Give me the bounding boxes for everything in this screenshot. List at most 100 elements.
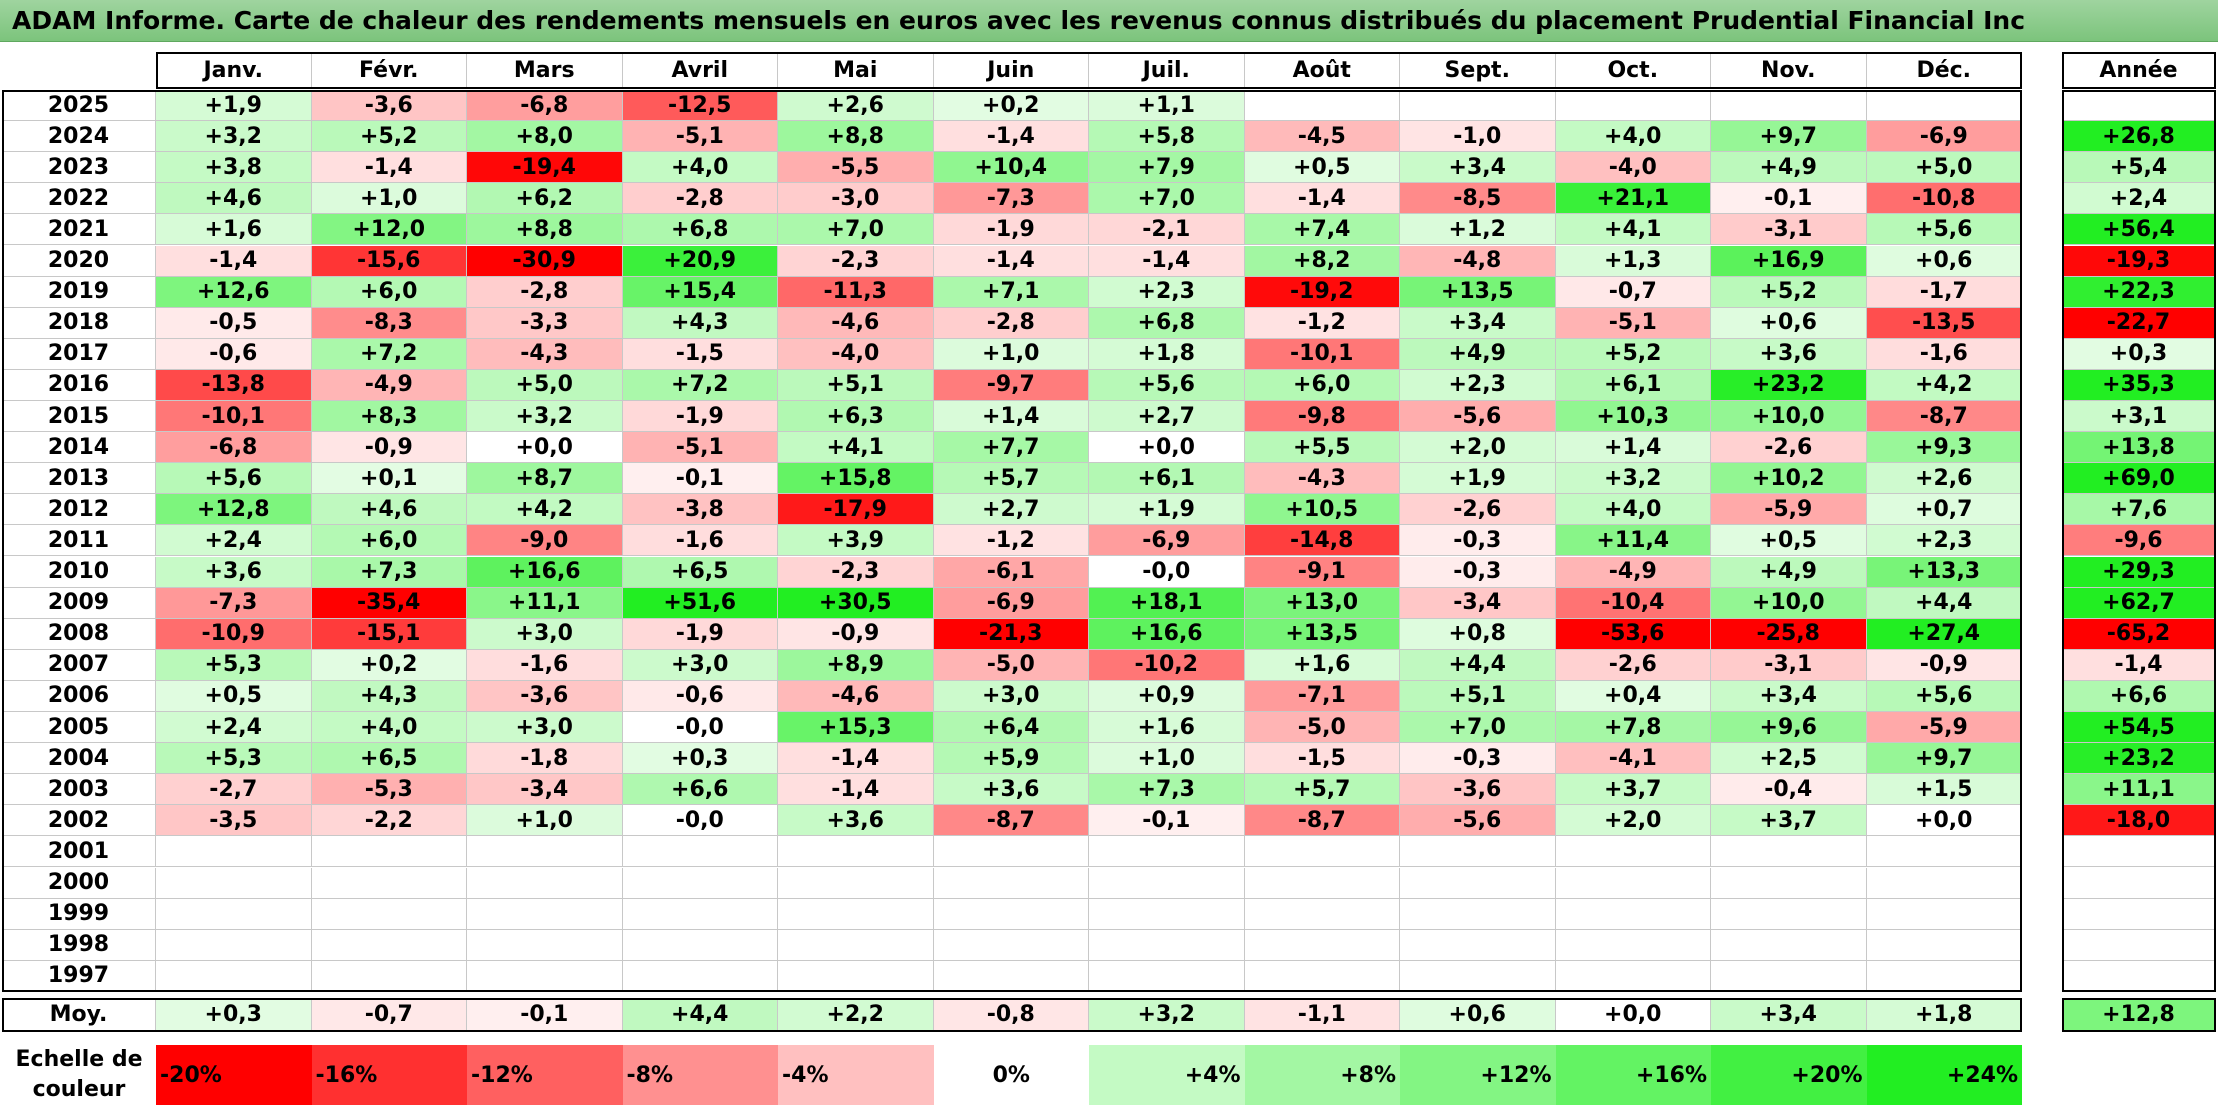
heat-cell: -8,7 bbox=[1866, 401, 2022, 433]
heat-cell: +6,8 bbox=[1089, 307, 1245, 339]
heat-cell: -11,3 bbox=[778, 276, 934, 308]
heat-cell bbox=[1244, 960, 1400, 992]
heat-cell bbox=[311, 960, 467, 992]
heat-cell: +7,4 bbox=[1244, 214, 1400, 246]
average-cell: +0,6 bbox=[1400, 998, 1556, 1032]
year-label: 2019 bbox=[2, 276, 156, 308]
heat-cell bbox=[933, 836, 1089, 868]
annual-cell: -9,6 bbox=[2062, 525, 2216, 557]
heat-cell: +3,0 bbox=[467, 618, 623, 650]
heat-cell: +8,9 bbox=[778, 649, 934, 681]
heat-cell: +6,3 bbox=[778, 401, 934, 433]
heat-cell: -8,7 bbox=[933, 805, 1089, 837]
heat-cell bbox=[622, 929, 778, 961]
heat-cell: -3,6 bbox=[311, 90, 467, 122]
heat-cell: +3,6 bbox=[156, 556, 312, 588]
heat-cell: +6,6 bbox=[622, 774, 778, 806]
heat-cell: +2,7 bbox=[933, 494, 1089, 526]
heat-cell bbox=[467, 898, 623, 930]
heat-cell: +0,3 bbox=[622, 743, 778, 775]
heat-cell: +4,1 bbox=[1555, 214, 1711, 246]
heat-cell: +18,1 bbox=[1089, 587, 1245, 619]
month-header: Déc. bbox=[1866, 52, 2022, 89]
heat-cell: +1,9 bbox=[1400, 463, 1556, 495]
heat-cell: +7,0 bbox=[1400, 712, 1556, 744]
heat-cell: +0,9 bbox=[1089, 680, 1245, 712]
year-label: 2014 bbox=[2, 432, 156, 464]
heat-cell: +0,6 bbox=[1711, 307, 1867, 339]
annual-cell bbox=[2062, 867, 2216, 899]
heat-cell: +5,1 bbox=[1400, 680, 1556, 712]
heat-cell: +9,7 bbox=[1866, 743, 2022, 775]
annual-cell: +22,3 bbox=[2062, 276, 2216, 308]
annual-cell bbox=[2062, 898, 2216, 930]
heat-cell: -4,0 bbox=[1555, 152, 1711, 184]
heat-cell: -1,4 bbox=[1089, 245, 1245, 277]
heat-cell bbox=[467, 836, 623, 868]
heat-cell bbox=[311, 929, 467, 961]
heat-cell: +8,8 bbox=[467, 214, 623, 246]
heat-cell: -17,9 bbox=[778, 494, 934, 526]
heat-cell: +10,3 bbox=[1555, 401, 1711, 433]
year-label: 2015 bbox=[2, 401, 156, 433]
heat-cell: -10,8 bbox=[1866, 183, 2022, 215]
heat-cell: -0,7 bbox=[1555, 276, 1711, 308]
heat-cell: -21,3 bbox=[933, 618, 1089, 650]
heat-cell bbox=[1866, 960, 2022, 992]
year-label: 2021 bbox=[2, 214, 156, 246]
heat-cell: +16,9 bbox=[1711, 245, 1867, 277]
heat-cell bbox=[311, 836, 467, 868]
heat-cell: -0,6 bbox=[156, 338, 312, 370]
heat-cell: +2,3 bbox=[1400, 369, 1556, 401]
heat-cell: -0,3 bbox=[1400, 556, 1556, 588]
heat-cell: -1,6 bbox=[1866, 338, 2022, 370]
annual-cell: +56,4 bbox=[2062, 214, 2216, 246]
heat-cell: -1,2 bbox=[1244, 307, 1400, 339]
heat-cell: -2,2 bbox=[311, 805, 467, 837]
heat-cell bbox=[1866, 929, 2022, 961]
heat-cell bbox=[1866, 836, 2022, 868]
color-scale-swatch: -8% bbox=[622, 1045, 778, 1105]
heat-cell: -10,1 bbox=[156, 401, 312, 433]
year-label: 2008 bbox=[2, 618, 156, 650]
heat-cell: +3,0 bbox=[622, 649, 778, 681]
annual-cell: +62,7 bbox=[2062, 587, 2216, 619]
year-label: 2002 bbox=[2, 805, 156, 837]
heat-cell: +1,0 bbox=[467, 805, 623, 837]
year-label: 2013 bbox=[2, 463, 156, 495]
heat-cell: -13,5 bbox=[1866, 307, 2022, 339]
year-label: 2003 bbox=[2, 774, 156, 806]
heat-cell: +2,6 bbox=[778, 90, 934, 122]
heat-cell bbox=[778, 929, 934, 961]
heat-cell: +5,5 bbox=[1244, 432, 1400, 464]
year-label: 2016 bbox=[2, 369, 156, 401]
heat-cell bbox=[1089, 960, 1245, 992]
heat-cell: +1,9 bbox=[156, 90, 312, 122]
heat-cell: +8,8 bbox=[778, 121, 934, 153]
year-label: 2006 bbox=[2, 680, 156, 712]
heat-cell bbox=[933, 929, 1089, 961]
heat-cell bbox=[1089, 929, 1245, 961]
heat-cell: +4,2 bbox=[467, 494, 623, 526]
heat-cell: -2,8 bbox=[467, 276, 623, 308]
heat-cell bbox=[1555, 898, 1711, 930]
color-scale-swatch: -16% bbox=[311, 1045, 467, 1105]
heat-cell: -1,6 bbox=[467, 649, 623, 681]
annual-cell: +11,1 bbox=[2062, 774, 2216, 806]
average-cell: -0,7 bbox=[311, 998, 467, 1032]
heat-cell bbox=[622, 867, 778, 899]
year-label: 2001 bbox=[2, 836, 156, 868]
year-label: 2012 bbox=[2, 494, 156, 526]
heat-cell: +7,7 bbox=[933, 432, 1089, 464]
heat-cell: -0,3 bbox=[1400, 743, 1556, 775]
heat-cell: +0,8 bbox=[1400, 618, 1556, 650]
heat-cell: +8,2 bbox=[1244, 245, 1400, 277]
heat-cell: -5,3 bbox=[311, 774, 467, 806]
heat-cell: +8,7 bbox=[467, 463, 623, 495]
heat-cell: -4,0 bbox=[778, 338, 934, 370]
heat-cell: +13,5 bbox=[1244, 618, 1400, 650]
heat-cell bbox=[1089, 836, 1245, 868]
heat-cell bbox=[156, 960, 312, 992]
heat-cell: +7,2 bbox=[311, 338, 467, 370]
heat-cell bbox=[1555, 90, 1711, 122]
